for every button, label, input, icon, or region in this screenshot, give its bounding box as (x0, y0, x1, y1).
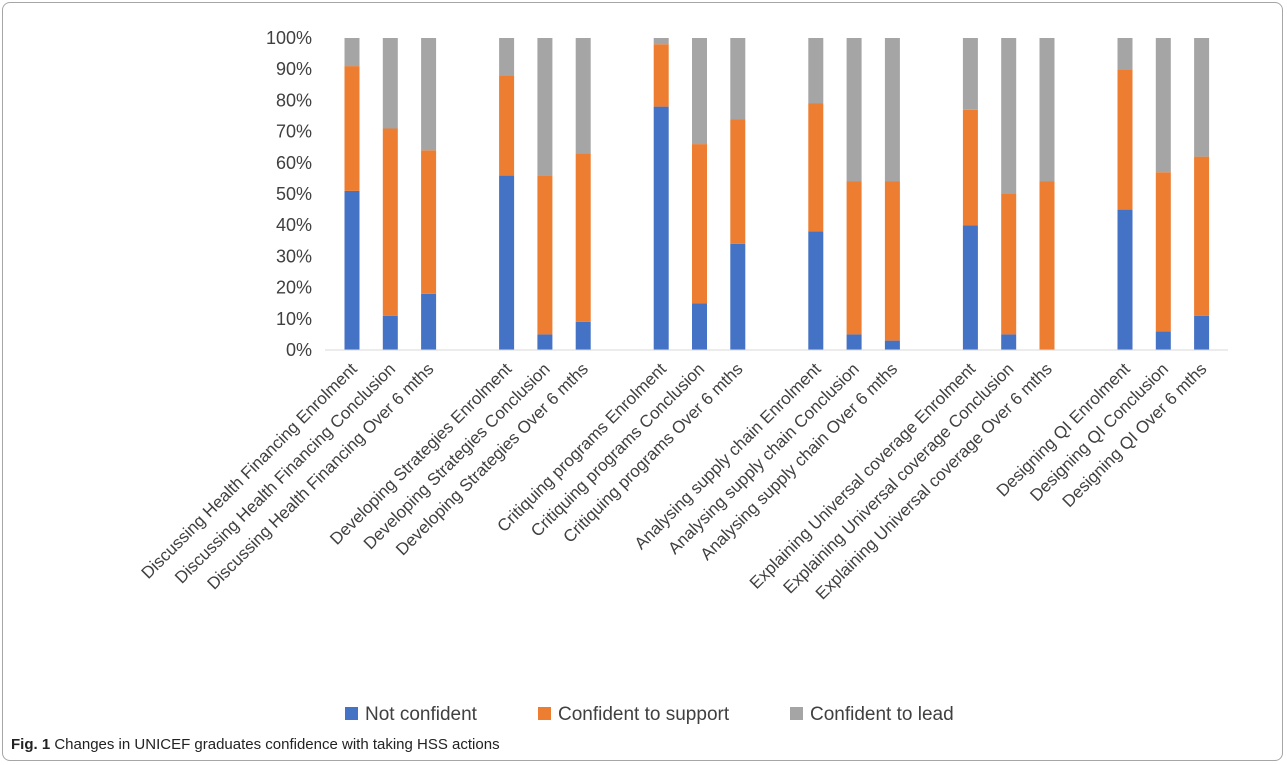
bar-segment (846, 38, 862, 182)
y-tick-label: 70% (276, 122, 312, 142)
y-tick-label: 30% (276, 246, 312, 266)
bar-segment (575, 38, 591, 154)
bar-segment (344, 66, 360, 191)
bar-segment (730, 38, 746, 120)
bar-segment (1001, 38, 1017, 194)
bar-segment (730, 119, 746, 244)
category-label: Discussing Health Financing Conclusion (171, 359, 399, 587)
bar-segment (808, 38, 824, 104)
bar-segment (499, 38, 515, 76)
bar-segment (884, 181, 900, 341)
bar-segment (962, 38, 978, 110)
bar-segment (846, 334, 862, 350)
y-tick-label: 50% (276, 184, 312, 204)
bar-segment (575, 321, 591, 350)
bar-segment (730, 243, 746, 350)
bar-segment (499, 175, 515, 350)
y-tick-label: 90% (276, 59, 312, 79)
bar-segment (962, 225, 978, 350)
y-axis-ticks: 0% 10% 20% 30% 40% 50% 60% 70% 80% 90% 100% (266, 28, 312, 360)
bar-segment (537, 334, 553, 350)
category-label: Developing Strategies Conclusion (360, 359, 554, 553)
bar-segment (1117, 209, 1133, 350)
y-tick-label: 40% (276, 215, 312, 235)
bar-segment (1039, 38, 1055, 182)
bar-segment (382, 128, 398, 316)
y-tick-label: 20% (276, 278, 312, 298)
bar-segment (537, 175, 553, 335)
legend-label: Not confident (365, 704, 478, 725)
bar-segment (653, 38, 669, 45)
y-tick-label: 10% (276, 309, 312, 329)
legend-swatch (790, 707, 803, 720)
bar-segment (382, 38, 398, 129)
bar-segment (884, 340, 900, 350)
legend-swatch (538, 707, 551, 720)
bar-segment (1155, 38, 1171, 173)
bar-segment (537, 38, 553, 176)
bar-segment (884, 38, 900, 182)
bars (344, 38, 1210, 350)
y-tick-label: 0% (286, 340, 312, 360)
y-tick-label: 100% (266, 28, 312, 48)
bar-segment (1039, 181, 1055, 350)
y-tick-label: 80% (276, 90, 312, 110)
bar-segment (1194, 38, 1210, 157)
bar-segment (382, 315, 398, 350)
figure-caption-text: Changes in UNICEF graduates confidence w… (54, 736, 500, 753)
bar-segment (344, 190, 360, 350)
bar-segment (1194, 156, 1210, 316)
bar-segment (1155, 331, 1171, 350)
bar-segment (421, 150, 437, 294)
bar-segment (653, 106, 669, 350)
category-labels: Discussing Health Financing EnrolmentDis… (138, 359, 1211, 603)
y-tick-label: 60% (276, 153, 312, 173)
stacked-bar-chart: 0% 10% 20% 30% 40% 50% 60% 70% 80% 90% 100% Discus… (138, 28, 1228, 725)
bar-segment (1117, 38, 1133, 70)
category-label: Analysing supply chain Conclusion (664, 359, 863, 558)
bar-segment (344, 38, 360, 67)
bar-segment (1194, 315, 1210, 350)
figure-label: Fig. 1 (11, 736, 51, 753)
legend-swatch (345, 707, 358, 720)
bar-segment (1001, 194, 1017, 335)
bar-segment (692, 303, 707, 350)
bar-segment (962, 109, 978, 226)
bar-segment (692, 144, 707, 304)
bar-segment (575, 153, 591, 322)
bar-segment (421, 293, 437, 350)
bar-segment (421, 38, 437, 151)
legend-label: Confident to lead (810, 704, 954, 725)
bar-segment (1001, 334, 1017, 350)
figure-caption: Fig. 1 Changes in UNICEF graduates confi… (11, 736, 500, 753)
bar-segment (653, 44, 669, 107)
bar-segment (808, 231, 824, 350)
bar-segment (692, 38, 707, 145)
legend-label: Confident to support (558, 704, 730, 725)
bar-segment (1155, 172, 1171, 332)
legend: Not confident Confident to support Confide… (345, 704, 954, 725)
bar-segment (1117, 69, 1133, 210)
bar-segment (846, 181, 862, 335)
bar-segment (499, 75, 515, 176)
bar-segment (808, 103, 824, 232)
